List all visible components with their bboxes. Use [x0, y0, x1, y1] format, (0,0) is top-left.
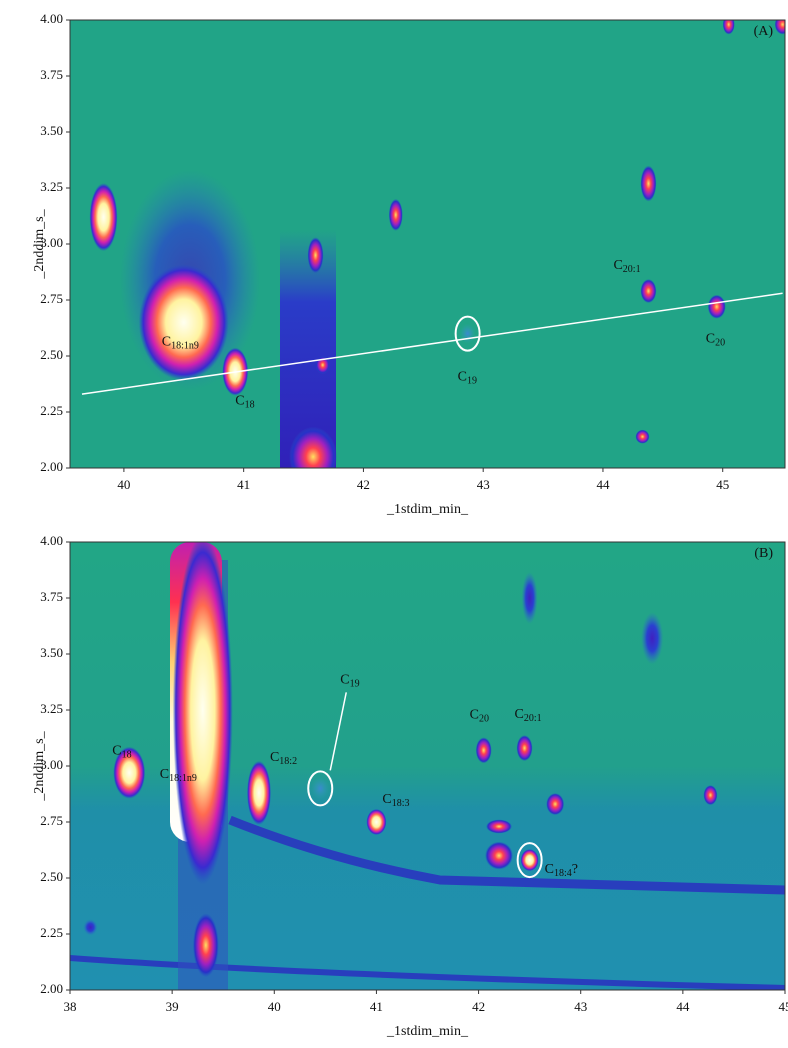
- x-tick-label: 45: [779, 999, 788, 1014]
- peak: [173, 535, 233, 885]
- label-text: ?: [572, 862, 578, 877]
- y-tick-label: 3.25: [40, 179, 63, 194]
- label-text: C: [515, 707, 524, 722]
- x-tick-label: 43: [574, 999, 587, 1014]
- label-text: C: [458, 370, 467, 385]
- y-tick-label: 2.25: [40, 403, 63, 418]
- x-axis-title: _1stdim_min_: [386, 502, 469, 517]
- panel-label: (B): [754, 546, 773, 561]
- peak: [640, 166, 656, 202]
- x-tick-label: 38: [64, 999, 77, 1014]
- label-text: C: [160, 767, 169, 782]
- peak: [460, 324, 476, 344]
- label-text: C: [545, 862, 554, 877]
- y-tick-label: 2.00: [40, 459, 63, 474]
- subscript: 20: [715, 338, 725, 349]
- peak: [640, 279, 656, 303]
- x-tick-label: 42: [357, 477, 370, 492]
- label-text: C: [235, 394, 244, 409]
- label-text: C: [340, 673, 349, 688]
- label-text: C: [470, 708, 479, 723]
- peak: [635, 430, 649, 444]
- label-text: C: [162, 335, 171, 350]
- peak: [83, 919, 97, 935]
- peak: [366, 809, 386, 835]
- label-text: C: [270, 750, 279, 765]
- peak: [389, 199, 403, 231]
- peak: [289, 427, 337, 487]
- peak: [546, 793, 564, 815]
- peak: [485, 842, 513, 870]
- y-tick-label: 3.75: [40, 67, 63, 82]
- subscript: 19: [350, 679, 360, 690]
- y-tick-label: 2.50: [40, 869, 63, 884]
- peak: [90, 183, 118, 251]
- peak: [139, 264, 229, 380]
- peak: [247, 761, 271, 825]
- label-text: C: [613, 258, 622, 273]
- peak: [723, 14, 735, 34]
- y-tick-label: 3.75: [40, 589, 63, 604]
- panel: C18:1n9C18C19C20:1C202.002.252.502.753.0…: [32, 11, 788, 517]
- label-text: C: [382, 792, 391, 807]
- peak: [522, 572, 538, 624]
- y-tick-label: 4.00: [40, 533, 63, 548]
- y-axis-title: _2nddim_s_: [32, 730, 47, 801]
- x-tick-label: 44: [676, 999, 690, 1014]
- subscript: 18: [245, 400, 255, 411]
- x-tick-label: 40: [268, 999, 281, 1014]
- y-tick-label: 4.00: [40, 11, 63, 26]
- x-axis-title: _1stdim_min_: [386, 1024, 469, 1039]
- peak: [193, 913, 219, 977]
- y-tick-label: 3.50: [40, 123, 63, 138]
- x-tick-label: 41: [237, 477, 250, 492]
- y-tick-label: 2.50: [40, 347, 63, 362]
- panel-label: (A): [754, 24, 774, 39]
- subscript: 20: [479, 714, 489, 725]
- y-tick-label: 2.00: [40, 981, 63, 996]
- subscript: 19: [467, 376, 477, 387]
- peak: [641, 612, 663, 664]
- x-tick-label: 40: [117, 477, 130, 492]
- peak: [517, 735, 533, 761]
- y-tick-label: 2.25: [40, 925, 63, 940]
- x-tick-label: 44: [596, 477, 610, 492]
- y-tick-label: 2.75: [40, 291, 63, 306]
- peak: [521, 849, 539, 871]
- subscript: 18:1n9: [171, 341, 199, 352]
- peak: [486, 819, 512, 833]
- subscript: 18:3: [392, 798, 410, 809]
- subscript: 18:1n9: [169, 773, 197, 784]
- x-tick-label: 39: [166, 999, 179, 1014]
- x-tick-label: 42: [472, 999, 485, 1014]
- subscript: 18:4: [554, 868, 572, 879]
- y-tick-label: 3.50: [40, 645, 63, 660]
- subscript: 18:2: [279, 756, 297, 767]
- peak: [308, 237, 324, 273]
- figure: C18:1n9C18C19C20:1C202.002.252.502.753.0…: [0, 0, 788, 1048]
- peak: [703, 785, 717, 805]
- peak: [476, 737, 492, 763]
- peak: [708, 295, 726, 319]
- x-tick-label: 41: [370, 999, 383, 1014]
- subscript: 20:1: [623, 264, 641, 275]
- label-text: C: [112, 744, 121, 759]
- subscript: 18: [122, 750, 132, 761]
- x-tick-label: 45: [716, 477, 729, 492]
- y-tick-label: 2.75: [40, 813, 63, 828]
- peak: [311, 777, 329, 799]
- x-tick-label: 43: [477, 477, 490, 492]
- y-axis-title: _2nddim_s_: [32, 208, 47, 279]
- subscript: 20:1: [524, 713, 542, 724]
- label-text: C: [706, 332, 715, 347]
- y-tick-label: 3.25: [40, 701, 63, 716]
